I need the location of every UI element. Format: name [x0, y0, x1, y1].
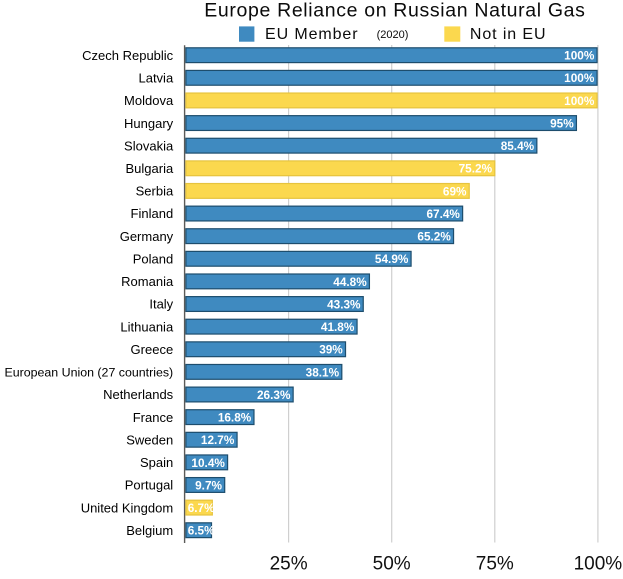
svg-text:75%: 75% — [476, 554, 514, 574]
svg-text:Serbia: Serbia — [136, 184, 174, 199]
svg-text:Finland: Finland — [131, 206, 174, 221]
svg-text:EU Member: EU Member — [265, 26, 358, 43]
svg-text:Moldova: Moldova — [124, 93, 174, 108]
svg-text:Hungary: Hungary — [124, 116, 174, 131]
svg-text:54.9%: 54.9% — [375, 252, 409, 266]
svg-text:Bulgaria: Bulgaria — [125, 161, 173, 176]
svg-text:France: France — [133, 410, 173, 425]
svg-text:Not in EU: Not in EU — [470, 26, 547, 43]
svg-text:43.3%: 43.3% — [327, 297, 361, 311]
svg-text:United Kingdom: United Kingdom — [81, 500, 174, 515]
svg-text:41.8%: 41.8% — [321, 320, 355, 334]
svg-text:6.7%: 6.7% — [188, 501, 215, 515]
svg-text:6.5%: 6.5% — [188, 524, 215, 538]
svg-text:100%: 100% — [574, 554, 623, 574]
svg-text:Spain: Spain — [140, 455, 173, 470]
svg-text:Poland: Poland — [133, 251, 173, 266]
svg-text:Belgium: Belgium — [126, 523, 173, 538]
svg-text:25%: 25% — [270, 554, 308, 574]
svg-text:100%: 100% — [564, 49, 595, 63]
svg-text:(2020): (2020) — [377, 29, 409, 41]
svg-text:Romania: Romania — [121, 274, 174, 289]
svg-text:65.2%: 65.2% — [417, 230, 451, 244]
svg-text:95%: 95% — [550, 116, 574, 130]
svg-text:44.8%: 44.8% — [333, 275, 367, 289]
svg-text:Sweden: Sweden — [126, 432, 173, 447]
svg-text:Italy: Italy — [149, 297, 173, 312]
svg-text:Netherlands: Netherlands — [103, 387, 174, 402]
svg-text:50%: 50% — [373, 554, 411, 574]
svg-text:67.4%: 67.4% — [426, 207, 460, 221]
svg-text:Greece: Greece — [131, 342, 174, 357]
svg-text:75.2%: 75.2% — [459, 162, 493, 176]
svg-text:12.7%: 12.7% — [201, 433, 235, 447]
svg-text:Europe Reliance on Russian Nat: Europe Reliance on Russian Natural Gas — [204, 0, 585, 22]
svg-text:10.4%: 10.4% — [191, 456, 225, 470]
svg-text:85.4%: 85.4% — [501, 139, 535, 153]
svg-text:Lithuania: Lithuania — [120, 319, 174, 334]
svg-text:39%: 39% — [319, 343, 343, 357]
svg-text:38.1%: 38.1% — [306, 365, 340, 379]
svg-text:European Union (27 countries): European Union (27 countries) — [4, 366, 173, 380]
svg-text:69%: 69% — [443, 184, 467, 198]
svg-text:26.3%: 26.3% — [257, 388, 291, 402]
svg-text:Slovakia: Slovakia — [124, 138, 174, 153]
svg-text:100%: 100% — [564, 94, 595, 108]
svg-text:100%: 100% — [564, 71, 595, 85]
svg-text:16.8%: 16.8% — [218, 411, 252, 425]
svg-text:Portugal: Portugal — [125, 478, 174, 493]
svg-text:Germany: Germany — [120, 229, 174, 244]
svg-text:Czech Republic: Czech Republic — [82, 48, 174, 63]
svg-text:Latvia: Latvia — [138, 71, 173, 86]
svg-text:9.7%: 9.7% — [195, 478, 222, 492]
